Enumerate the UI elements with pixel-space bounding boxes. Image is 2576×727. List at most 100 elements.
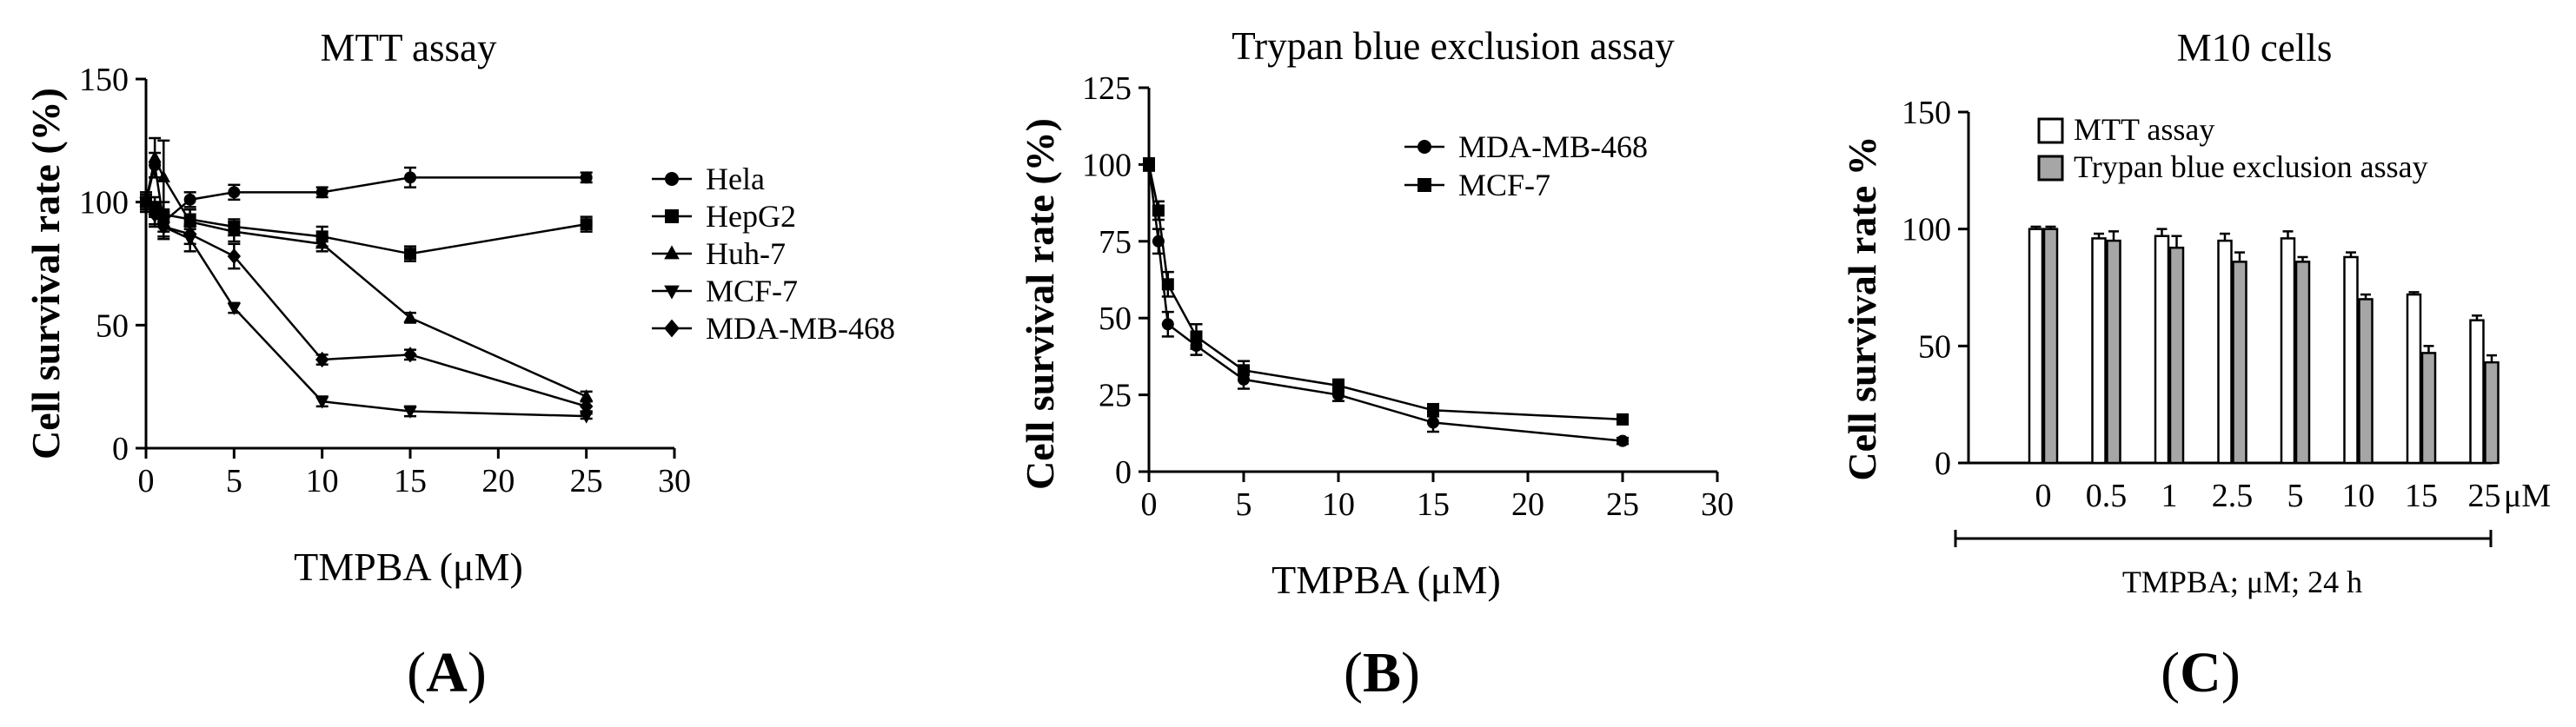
data-point <box>1617 434 1629 447</box>
x-tick-label: 25 <box>570 463 603 499</box>
data-point <box>315 236 329 249</box>
bar <box>2484 360 2500 465</box>
data-point <box>403 347 417 363</box>
x-tick-label: 15 <box>2405 478 2438 514</box>
series-line-hela <box>144 164 587 224</box>
legend-swatch <box>2037 117 2064 144</box>
panel-b-plot-area <box>1143 157 1629 447</box>
data-point <box>139 194 153 210</box>
series-line-huh-7 <box>144 154 588 398</box>
panel-a-chart: MTT assay Cell survival rate (%) TMPBA (… <box>23 26 895 704</box>
panel-a-x-axis-label: TMPBA (μM) <box>294 545 523 589</box>
data-point <box>1152 204 1165 217</box>
data-point <box>1238 364 1250 377</box>
x-tick-label: 30 <box>658 463 691 499</box>
y-tick-label: 125 <box>1082 70 1132 107</box>
data-point <box>1190 330 1203 343</box>
data-point <box>579 411 594 424</box>
y-tick-label: 150 <box>1902 95 1951 131</box>
x-tick-label: 10 <box>2342 478 2375 514</box>
data-point <box>1427 404 1439 417</box>
panel-a-plot-area <box>139 136 594 424</box>
data-point <box>148 150 162 163</box>
x-tick-label: 10 <box>1322 486 1355 523</box>
x-tick-label: 0 <box>2035 478 2052 514</box>
legend-marker <box>664 245 680 260</box>
data-point <box>315 186 329 199</box>
y-tick-label: 0 <box>1935 446 1951 482</box>
panel-b-title: Trypan blue exclusion assay <box>1232 24 1675 68</box>
bar <box>2028 228 2044 465</box>
y-tick-label: 0 <box>112 431 129 467</box>
bar <box>2154 235 2170 465</box>
panel-c-plot-area <box>2028 225 2500 465</box>
data-point <box>1161 278 1174 291</box>
bar <box>2217 239 2233 465</box>
bar <box>2280 237 2296 465</box>
data-point <box>580 171 593 184</box>
bar <box>2343 255 2359 465</box>
x-tick-label: 5 <box>1236 486 1252 523</box>
panel-c-unit-label: μM <box>2504 478 2551 514</box>
legend-marker <box>664 285 680 300</box>
data-point <box>227 302 242 315</box>
legend-label: MDA-MB-468 <box>1458 129 1648 164</box>
panel-c-chart: M10 cells Cell survival rate % μM TMPBA;… <box>1840 26 2551 704</box>
data-point <box>156 218 170 235</box>
x-tick-label: 15 <box>1417 486 1450 523</box>
panel-a-label: (A) <box>407 641 487 704</box>
legend-marker <box>665 209 679 223</box>
y-tick-label: 25 <box>1099 378 1132 414</box>
y-tick-label: 0 <box>1115 454 1132 491</box>
data-point <box>315 396 329 409</box>
series-line-mda-mb-468 <box>1147 164 1623 442</box>
bar <box>2106 239 2121 465</box>
x-tick-label: 10 <box>306 463 339 499</box>
panel-a-letter: A <box>426 641 468 704</box>
legend-label: Huh-7 <box>706 236 786 271</box>
x-tick-label: 5 <box>2287 478 2304 514</box>
data-point <box>404 171 416 184</box>
x-tick-label: 2.5 <box>2212 478 2254 514</box>
legend-label: Trypan blue exclusion assay <box>2074 149 2428 184</box>
data-point <box>1617 413 1629 426</box>
x-tick-label: 0 <box>138 463 155 499</box>
data-point <box>183 193 196 206</box>
data-point <box>579 389 594 402</box>
x-tick-label: 1 <box>2161 478 2178 514</box>
data-point <box>579 398 594 414</box>
data-point <box>403 406 417 419</box>
legend-label: MCF-7 <box>706 274 798 308</box>
bar <box>2358 298 2374 465</box>
bar <box>2469 319 2485 465</box>
data-point <box>228 186 241 199</box>
panel-c-title: M10 cells <box>2177 26 2333 69</box>
panel-b-label: (B) <box>1344 641 1420 704</box>
series-line-mcf-7 <box>144 201 587 418</box>
x-tick-label: 0.5 <box>2086 478 2128 514</box>
legend-label: MCF-7 <box>1458 168 1550 202</box>
y-tick-label: 100 <box>1082 147 1132 183</box>
data-point <box>1143 158 1155 171</box>
y-tick-label: 100 <box>1902 212 1951 248</box>
y-tick-label: 50 <box>1099 301 1132 337</box>
data-point <box>1427 416 1439 429</box>
panel-a-y-axis-label: Cell survival rate (%) <box>23 88 68 459</box>
bar <box>2091 237 2107 465</box>
legend-label: MTT assay <box>2074 112 2214 147</box>
panel-b-letter: B <box>1363 641 1401 704</box>
data-point <box>148 206 162 222</box>
panel-b-x-axis-label: TMPBA (μM) <box>1271 558 1501 602</box>
panel-c-y-axis-label: Cell survival rate % <box>1840 135 1884 480</box>
data-point <box>183 226 197 242</box>
legend-label: MDA-MB-468 <box>706 311 895 346</box>
bar <box>2168 246 2185 465</box>
panel-c-caption: TMPBA; μM; 24 h <box>2122 565 2362 599</box>
x-tick-label: 25 <box>1606 486 1639 523</box>
data-point <box>227 224 242 237</box>
x-tick-label: 15 <box>394 463 427 499</box>
data-point <box>1161 318 1174 331</box>
data-point <box>315 351 329 368</box>
panel-c-label: (C) <box>2161 641 2241 704</box>
panel-a-title: MTT assay <box>321 26 497 69</box>
